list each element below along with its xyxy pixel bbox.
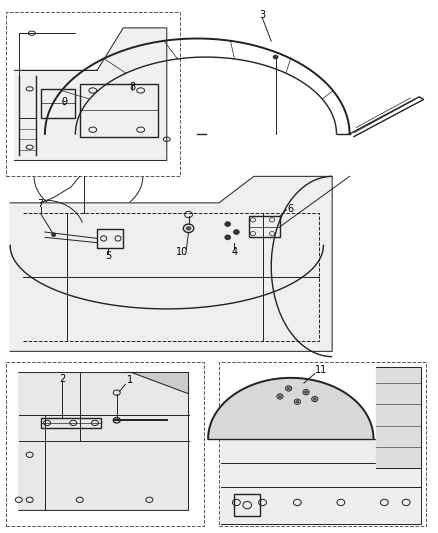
Polygon shape [19, 373, 188, 511]
Ellipse shape [52, 233, 55, 236]
Text: 7: 7 [37, 199, 44, 209]
Text: 10: 10 [176, 247, 188, 257]
Text: 3: 3 [259, 10, 265, 20]
Ellipse shape [225, 222, 230, 226]
Bar [80, 84, 158, 136]
Polygon shape [376, 367, 421, 468]
Text: 5: 5 [105, 251, 111, 261]
Polygon shape [14, 28, 167, 160]
Ellipse shape [296, 401, 299, 403]
Ellipse shape [273, 55, 278, 59]
Polygon shape [123, 373, 188, 394]
Ellipse shape [314, 398, 316, 400]
Polygon shape [221, 439, 421, 523]
Ellipse shape [305, 391, 307, 393]
Bar [6, 362, 204, 526]
Bar [250, 216, 280, 237]
Ellipse shape [186, 227, 191, 230]
Text: 9: 9 [61, 97, 67, 107]
Polygon shape [208, 378, 374, 439]
Bar [219, 362, 426, 526]
Text: 2: 2 [59, 374, 65, 384]
Bar [41, 89, 75, 118]
Bar [234, 495, 260, 516]
Text: 1: 1 [127, 375, 133, 385]
Ellipse shape [279, 395, 281, 398]
Bar [6, 12, 180, 176]
Bar [97, 229, 123, 248]
Text: 4: 4 [231, 247, 237, 257]
Polygon shape [10, 176, 332, 351]
Text: 8: 8 [129, 82, 135, 92]
Ellipse shape [287, 387, 290, 390]
Ellipse shape [225, 235, 230, 239]
Bar [41, 418, 102, 428]
Text: 6: 6 [288, 204, 294, 214]
Ellipse shape [234, 230, 239, 234]
Text: 11: 11 [315, 365, 327, 375]
